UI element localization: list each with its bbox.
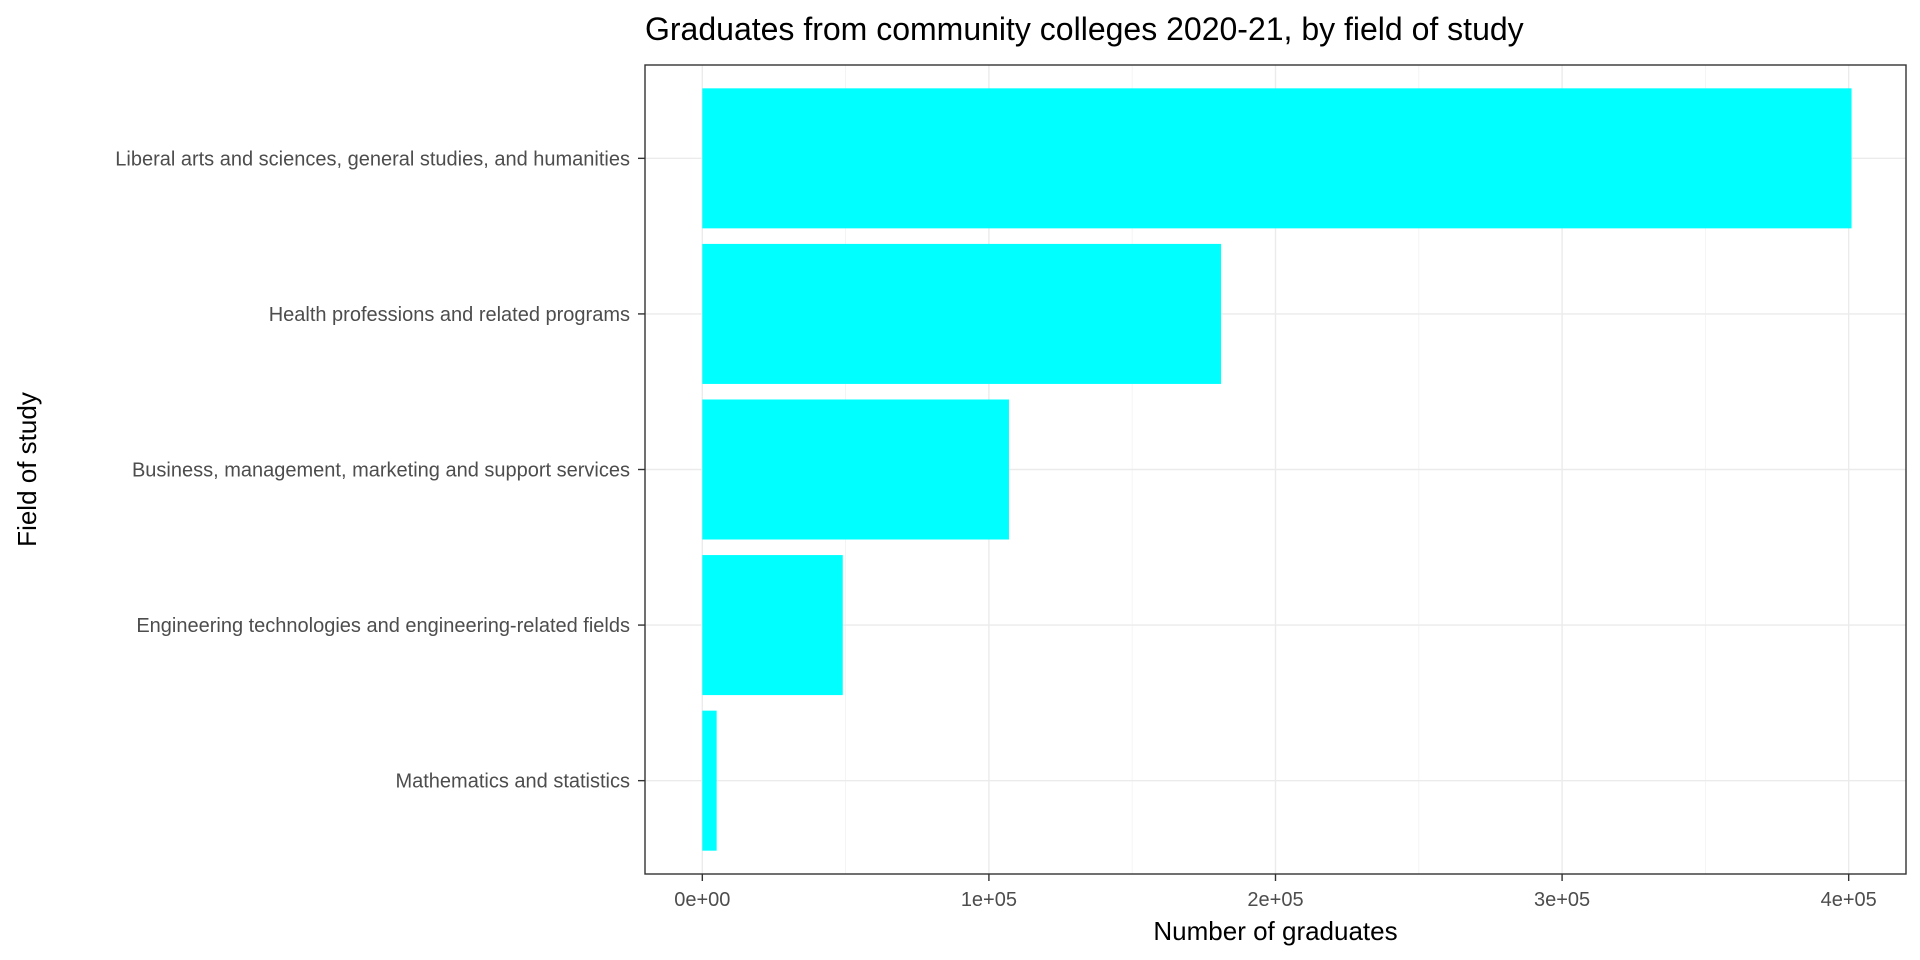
x-axis-title: Number of graduates (1153, 916, 1397, 946)
chart-title: Graduates from community colleges 2020-2… (645, 11, 1524, 47)
y-tick-label: Mathematics and statistics (395, 771, 630, 793)
bar (702, 88, 1852, 229)
x-tick-label: 1e+05 (961, 889, 1017, 911)
bar (702, 243, 1222, 384)
x-tick-label: 0e+00 (674, 889, 730, 911)
y-axis-title: Field of study (12, 392, 42, 547)
y-tick-label: Health professions and related programs (269, 304, 630, 326)
y-tick-label: Liberal arts and sciences, general studi… (115, 148, 630, 170)
x-axis: 0e+00 1e+05 2e+05 3e+05 4e+05 (674, 874, 1877, 911)
bar (702, 555, 843, 696)
x-tick-label: 3e+05 (1534, 889, 1590, 911)
x-tick-label: 4e+05 (1821, 889, 1877, 911)
bar (702, 710, 717, 851)
bars (702, 88, 1852, 851)
y-axis: Liberal arts and sciences, general studi… (115, 148, 645, 793)
y-tick-label: Engineering technologies and engineering… (136, 615, 630, 637)
x-tick-label: 2e+05 (1247, 889, 1303, 911)
plot-panel (644, 64, 1907, 875)
y-tick-label: Business, management, marketing and supp… (132, 460, 630, 482)
bar (702, 399, 1009, 540)
